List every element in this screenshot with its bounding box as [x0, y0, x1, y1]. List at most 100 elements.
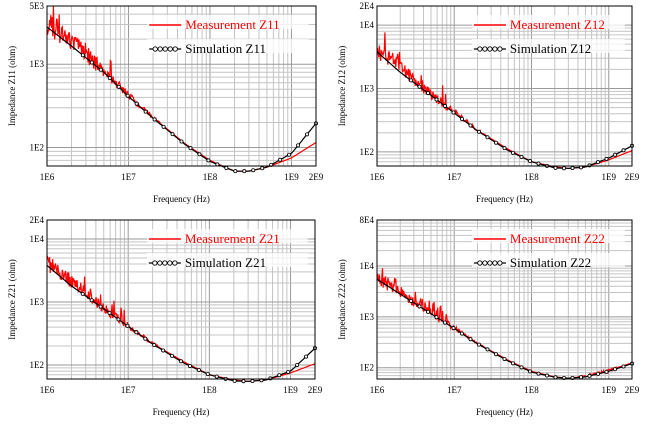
legend-simulation-marker [482, 46, 488, 52]
simulation-marker [409, 298, 414, 303]
simulation-marker [612, 152, 617, 157]
simulation-marker [206, 158, 211, 163]
chart-z12: 1E6 1E7 1E8 1E9 2E9 1E2 1E3 1E4 2E4 Frequency (Hz… [330, 0, 660, 213]
simulation-marker [536, 371, 541, 376]
x-tick-label: 1E6 [40, 172, 55, 182]
simulation-marker [250, 379, 255, 384]
simulation-marker [510, 150, 515, 155]
simulation-marker [251, 168, 256, 173]
simulation-marker [493, 352, 498, 357]
legend-simulation-marker [487, 260, 493, 266]
simulation-marker [152, 343, 157, 348]
simulation-marker [426, 309, 431, 314]
simulation-marker [493, 140, 498, 145]
plot-frame-z12 [376, 5, 633, 167]
simulation-marker [116, 84, 121, 89]
x-tick-label: 1E6 [370, 385, 385, 395]
legend-simulation-marker [172, 260, 178, 266]
legend-simulation-label: Simulation Z22 [510, 255, 591, 270]
simulation-marker [242, 169, 247, 174]
y-tick-label: 1E3 [30, 59, 45, 69]
legend-z21: Measurement Z21 Simulation Z21 [146, 229, 308, 270]
y-axis-label: Impedance Z21 (ohm) [7, 259, 17, 339]
simulation-marker [116, 317, 121, 322]
legend-simulation-marker [497, 260, 503, 266]
x-tick-label: 1E9 [601, 172, 616, 182]
simulation-marker [417, 304, 422, 309]
x-tick-label: 1E8 [202, 385, 217, 395]
y-tick-label: 1E4 [360, 261, 375, 271]
legend-simulation-marker [152, 46, 158, 52]
simulation-marker [107, 310, 112, 315]
simulation-marker [426, 91, 431, 96]
legend-z12: Measurement Z12 Simulation Z12 [471, 15, 625, 56]
simulation-marker [417, 84, 422, 89]
x-tick-label: 2E9 [625, 172, 640, 182]
x-tick-label: 1E7 [447, 385, 462, 395]
legend-simulation-marker [167, 260, 173, 266]
plot-frame-z22 [376, 219, 633, 380]
y-tick-label: 2E4 [30, 215, 45, 225]
simulation-marker [502, 356, 507, 361]
simulation-marker [161, 124, 166, 129]
simulation-marker [196, 368, 201, 373]
x-tick-label: 1E7 [121, 385, 136, 395]
simulation-marker [553, 165, 558, 170]
simulation-marker [143, 109, 148, 114]
y-tick-label: 5E3 [30, 1, 45, 11]
plot-area-z11 [47, 6, 316, 166]
simulation-marker [296, 143, 301, 148]
legend-simulation-marker [497, 46, 503, 52]
simulation-marker [233, 169, 238, 174]
y-tick-label: 1E4 [30, 234, 45, 244]
x-tick-label: 1E6 [40, 385, 55, 395]
simulation-marker [134, 330, 139, 335]
legend-simulation-label: Simulation Z21 [185, 255, 266, 270]
legend-simulation-marker [162, 46, 168, 52]
simulation-marker [409, 78, 414, 83]
simulation-marker [459, 116, 464, 121]
simulation-marker [536, 161, 541, 166]
y-tick-label: 1E2 [360, 363, 375, 373]
simulation-marker [278, 157, 283, 162]
legend-simulation-marker [157, 46, 163, 52]
simulation-marker [604, 156, 609, 161]
simulation-marker [443, 320, 448, 325]
legend-measurement-label: Measurement Z11 [185, 17, 279, 32]
simulation-marker [241, 379, 246, 384]
legend-simulation-marker [477, 260, 483, 266]
simulation-marker [268, 376, 273, 381]
simulation-marker [527, 159, 532, 164]
simulation-marker [197, 152, 202, 157]
simulation-marker [604, 369, 609, 374]
simulation-marker [80, 53, 85, 58]
simulation-marker [134, 101, 139, 106]
x-tick-label: 1E7 [121, 172, 136, 182]
simulation-marker [587, 163, 592, 168]
simulation-marker [595, 160, 600, 165]
simulation-marker [260, 166, 265, 171]
simulation-marker [443, 104, 448, 109]
legend-simulation-marker [492, 46, 498, 52]
x-tick-label: 1E8 [524, 172, 539, 182]
simulation-marker [152, 117, 157, 122]
simulation-marker [621, 364, 626, 369]
y-tick-label: 8E4 [360, 215, 375, 225]
x-tick-label: 1E9 [284, 172, 299, 182]
legend-simulation-marker [492, 260, 498, 266]
x-tick-label: 1E8 [524, 385, 539, 395]
simulation-marker [170, 353, 175, 358]
simulation-marker [287, 152, 292, 157]
simulation-marker [612, 367, 617, 372]
y-axis-label: Impedance Z22 (ohm) [337, 259, 347, 339]
legend-simulation-marker [162, 260, 168, 266]
simulation-marker [502, 146, 507, 151]
simulation-marker [125, 323, 130, 328]
chart-z22: 1E6 1E7 1E8 1E9 2E9 1E2 1E3 1E4 8E4 Frequency (Hz… [330, 213, 660, 427]
simulation-marker [305, 132, 310, 137]
y-tick-label: 1E3 [30, 297, 45, 307]
simulation-marker [98, 304, 103, 309]
simulation-marker [286, 369, 291, 374]
chart-z21-svg: 1E6 1E7 1E8 1E9 2E9 1E2 1E3 1E4 2E4 Frequency (Hz… [7, 215, 323, 417]
simulation-marker [107, 76, 112, 81]
